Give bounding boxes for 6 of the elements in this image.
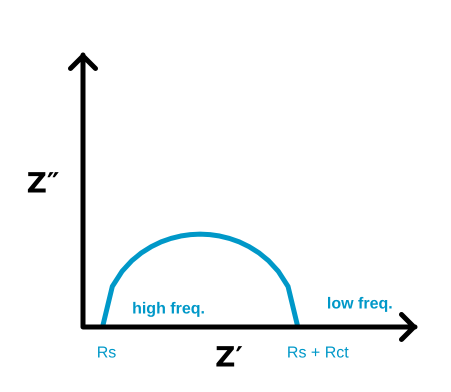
annotation: low freq.: [326, 295, 393, 312]
annotation: high freq.: [132, 300, 205, 318]
text: Rs: [96, 344, 116, 362]
x-axis-title: Z′: [215, 340, 243, 374]
y-axis-title: Z″: [26, 166, 60, 200]
text: Rs + Rct: [286, 344, 350, 362]
